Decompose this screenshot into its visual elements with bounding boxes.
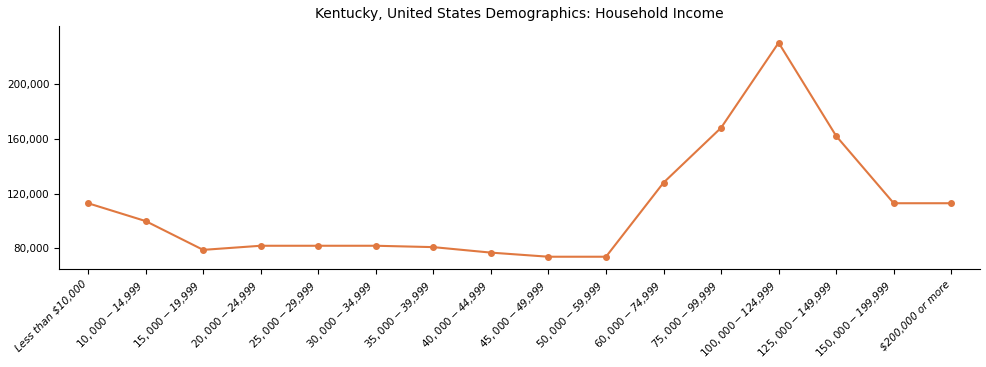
Title: Kentucky, United States Demographics: Household Income: Kentucky, United States Demographics: Ho…	[316, 7, 724, 21]
